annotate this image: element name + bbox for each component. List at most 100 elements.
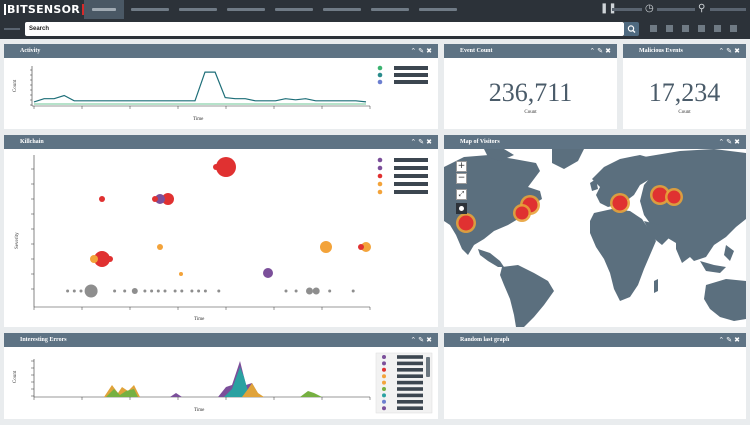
nav-tab-1[interactable] — [84, 0, 124, 19]
errors-legend-dot — [382, 387, 386, 391]
killchain-point[interactable] — [263, 268, 273, 278]
killchain-point[interactable] — [351, 289, 355, 293]
chevron-up-icon[interactable]: ⌃ — [410, 336, 419, 344]
killchain-point[interactable] — [131, 288, 138, 294]
toolbar-square-6[interactable] — [730, 25, 737, 32]
killchain-point[interactable] — [173, 289, 177, 293]
close-icon[interactable]: ✖ — [734, 336, 742, 344]
killchain-point[interactable] — [94, 251, 110, 267]
killchain-point[interactable] — [72, 289, 76, 293]
nav-tab-6[interactable] — [320, 0, 362, 19]
close-icon[interactable]: ✖ — [426, 336, 434, 344]
close-icon[interactable]: ✖ — [426, 138, 434, 146]
killchain-point[interactable] — [203, 289, 207, 293]
killchain-point[interactable] — [150, 289, 154, 293]
killchain-point[interactable] — [107, 256, 113, 262]
nav-tab-3[interactable] — [176, 0, 218, 19]
killchain-point[interactable] — [284, 289, 288, 293]
killchain-widget: Killchain ⌃✎✖ Severity Time — [4, 135, 438, 327]
toolbar-square-1[interactable] — [650, 25, 657, 32]
killchain-point[interactable] — [162, 193, 174, 205]
close-icon[interactable]: ✖ — [734, 47, 742, 55]
killchain-point[interactable] — [157, 244, 163, 250]
fullscreen-icon[interactable]: ⤢ — [456, 189, 467, 200]
killchain-point[interactable] — [155, 194, 165, 204]
killchain-point[interactable] — [99, 196, 105, 202]
world-map[interactable]: + − ⤢ — [444, 149, 746, 327]
nav-tab-7[interactable] — [368, 0, 410, 19]
killchain-point[interactable] — [358, 244, 364, 250]
clock-icon[interactable]: ◷ — [645, 3, 654, 14]
logo[interactable]: BITSENSOR — [4, 2, 86, 17]
killchain-point[interactable] — [197, 289, 201, 293]
close-icon[interactable]: ✖ — [734, 138, 742, 146]
search-input[interactable]: Search — [25, 22, 624, 36]
close-icon[interactable]: ✖ — [426, 47, 434, 55]
killchain-point[interactable] — [66, 289, 70, 293]
killchain-point[interactable] — [79, 289, 83, 293]
killchain-point[interactable] — [213, 164, 219, 170]
toolbar-square-2[interactable] — [666, 25, 673, 32]
killchain-point[interactable] — [180, 289, 184, 293]
chevron-up-icon[interactable]: ⌃ — [410, 47, 419, 55]
killchain-point[interactable] — [113, 289, 117, 293]
pencil-icon[interactable]: ✎ — [418, 47, 427, 55]
killchain-point[interactable] — [306, 287, 313, 295]
pencil-icon[interactable]: ✎ — [726, 336, 735, 344]
toolbar-square-4[interactable] — [698, 25, 705, 32]
killchain-point[interactable] — [190, 289, 194, 293]
hotspot-east-coast[interactable] — [513, 195, 540, 222]
chevron-up-icon[interactable]: ⌃ — [589, 47, 598, 55]
pencil-icon[interactable]: ✎ — [726, 138, 735, 146]
killchain-point[interactable] — [90, 255, 98, 263]
hotspot-russia[interactable] — [650, 185, 683, 206]
pencil-icon[interactable]: ✎ — [418, 138, 427, 146]
toolbar-square-3[interactable] — [682, 25, 689, 32]
killchain-point[interactable] — [294, 289, 298, 293]
nav-tab-4[interactable] — [224, 0, 266, 19]
nav-tab-5[interactable] — [272, 0, 314, 19]
close-icon[interactable]: ✖ — [605, 47, 613, 55]
lightbulb-icon[interactable]: ⚲ — [698, 3, 706, 14]
toolbar-text-1 — [612, 8, 642, 11]
event-count-caption: Count — [524, 110, 537, 115]
killchain-point[interactable] — [320, 241, 332, 253]
killchain-point[interactable] — [163, 289, 167, 293]
toolbar-square-5[interactable] — [714, 25, 721, 32]
british-isles — [590, 179, 598, 191]
hotspot-europe[interactable] — [610, 193, 630, 213]
killchain-point[interactable] — [143, 289, 147, 293]
layer-toggle-button[interactable] — [456, 203, 467, 214]
killchain-point[interactable] — [152, 196, 158, 202]
pencil-icon[interactable]: ✎ — [726, 47, 735, 55]
killchain-point[interactable] — [217, 289, 221, 293]
search-button[interactable] — [624, 22, 639, 36]
killchain-point[interactable] — [123, 289, 127, 293]
australia — [704, 279, 746, 321]
asia — [640, 149, 746, 261]
hotspot-west-coast[interactable] — [456, 213, 476, 233]
killchain-point[interactable] — [216, 157, 236, 177]
killchain-point[interactable] — [361, 242, 371, 252]
killchain-point[interactable] — [156, 289, 160, 293]
killchain-point[interactable] — [328, 289, 332, 293]
menu-icon[interactable] — [4, 28, 20, 30]
nav-tab-8[interactable] — [416, 0, 458, 19]
killchain-point[interactable] — [179, 272, 183, 276]
chevron-up-icon[interactable]: ⌃ — [718, 138, 727, 146]
chevron-up-icon[interactable]: ⌃ — [718, 47, 727, 55]
legend-scrollbar[interactable] — [426, 357, 430, 377]
killchain-ticks — [31, 168, 371, 310]
killchain-point[interactable] — [312, 287, 320, 295]
malicious-events-title: Malicious Events — [623, 44, 746, 58]
zoom-out-button[interactable]: − — [456, 173, 467, 184]
chevron-up-icon[interactable]: ⌃ — [718, 336, 727, 344]
pencil-icon[interactable]: ✎ — [418, 336, 427, 344]
zoom-in-button[interactable]: + — [456, 161, 467, 172]
pause-icon[interactable]: ❚❚ — [600, 3, 617, 14]
nav-tab-2[interactable] — [128, 0, 170, 19]
chevron-up-icon[interactable]: ⌃ — [410, 138, 419, 146]
pencil-icon[interactable]: ✎ — [597, 47, 606, 55]
central-america — [478, 249, 504, 267]
killchain-point[interactable] — [84, 284, 98, 298]
